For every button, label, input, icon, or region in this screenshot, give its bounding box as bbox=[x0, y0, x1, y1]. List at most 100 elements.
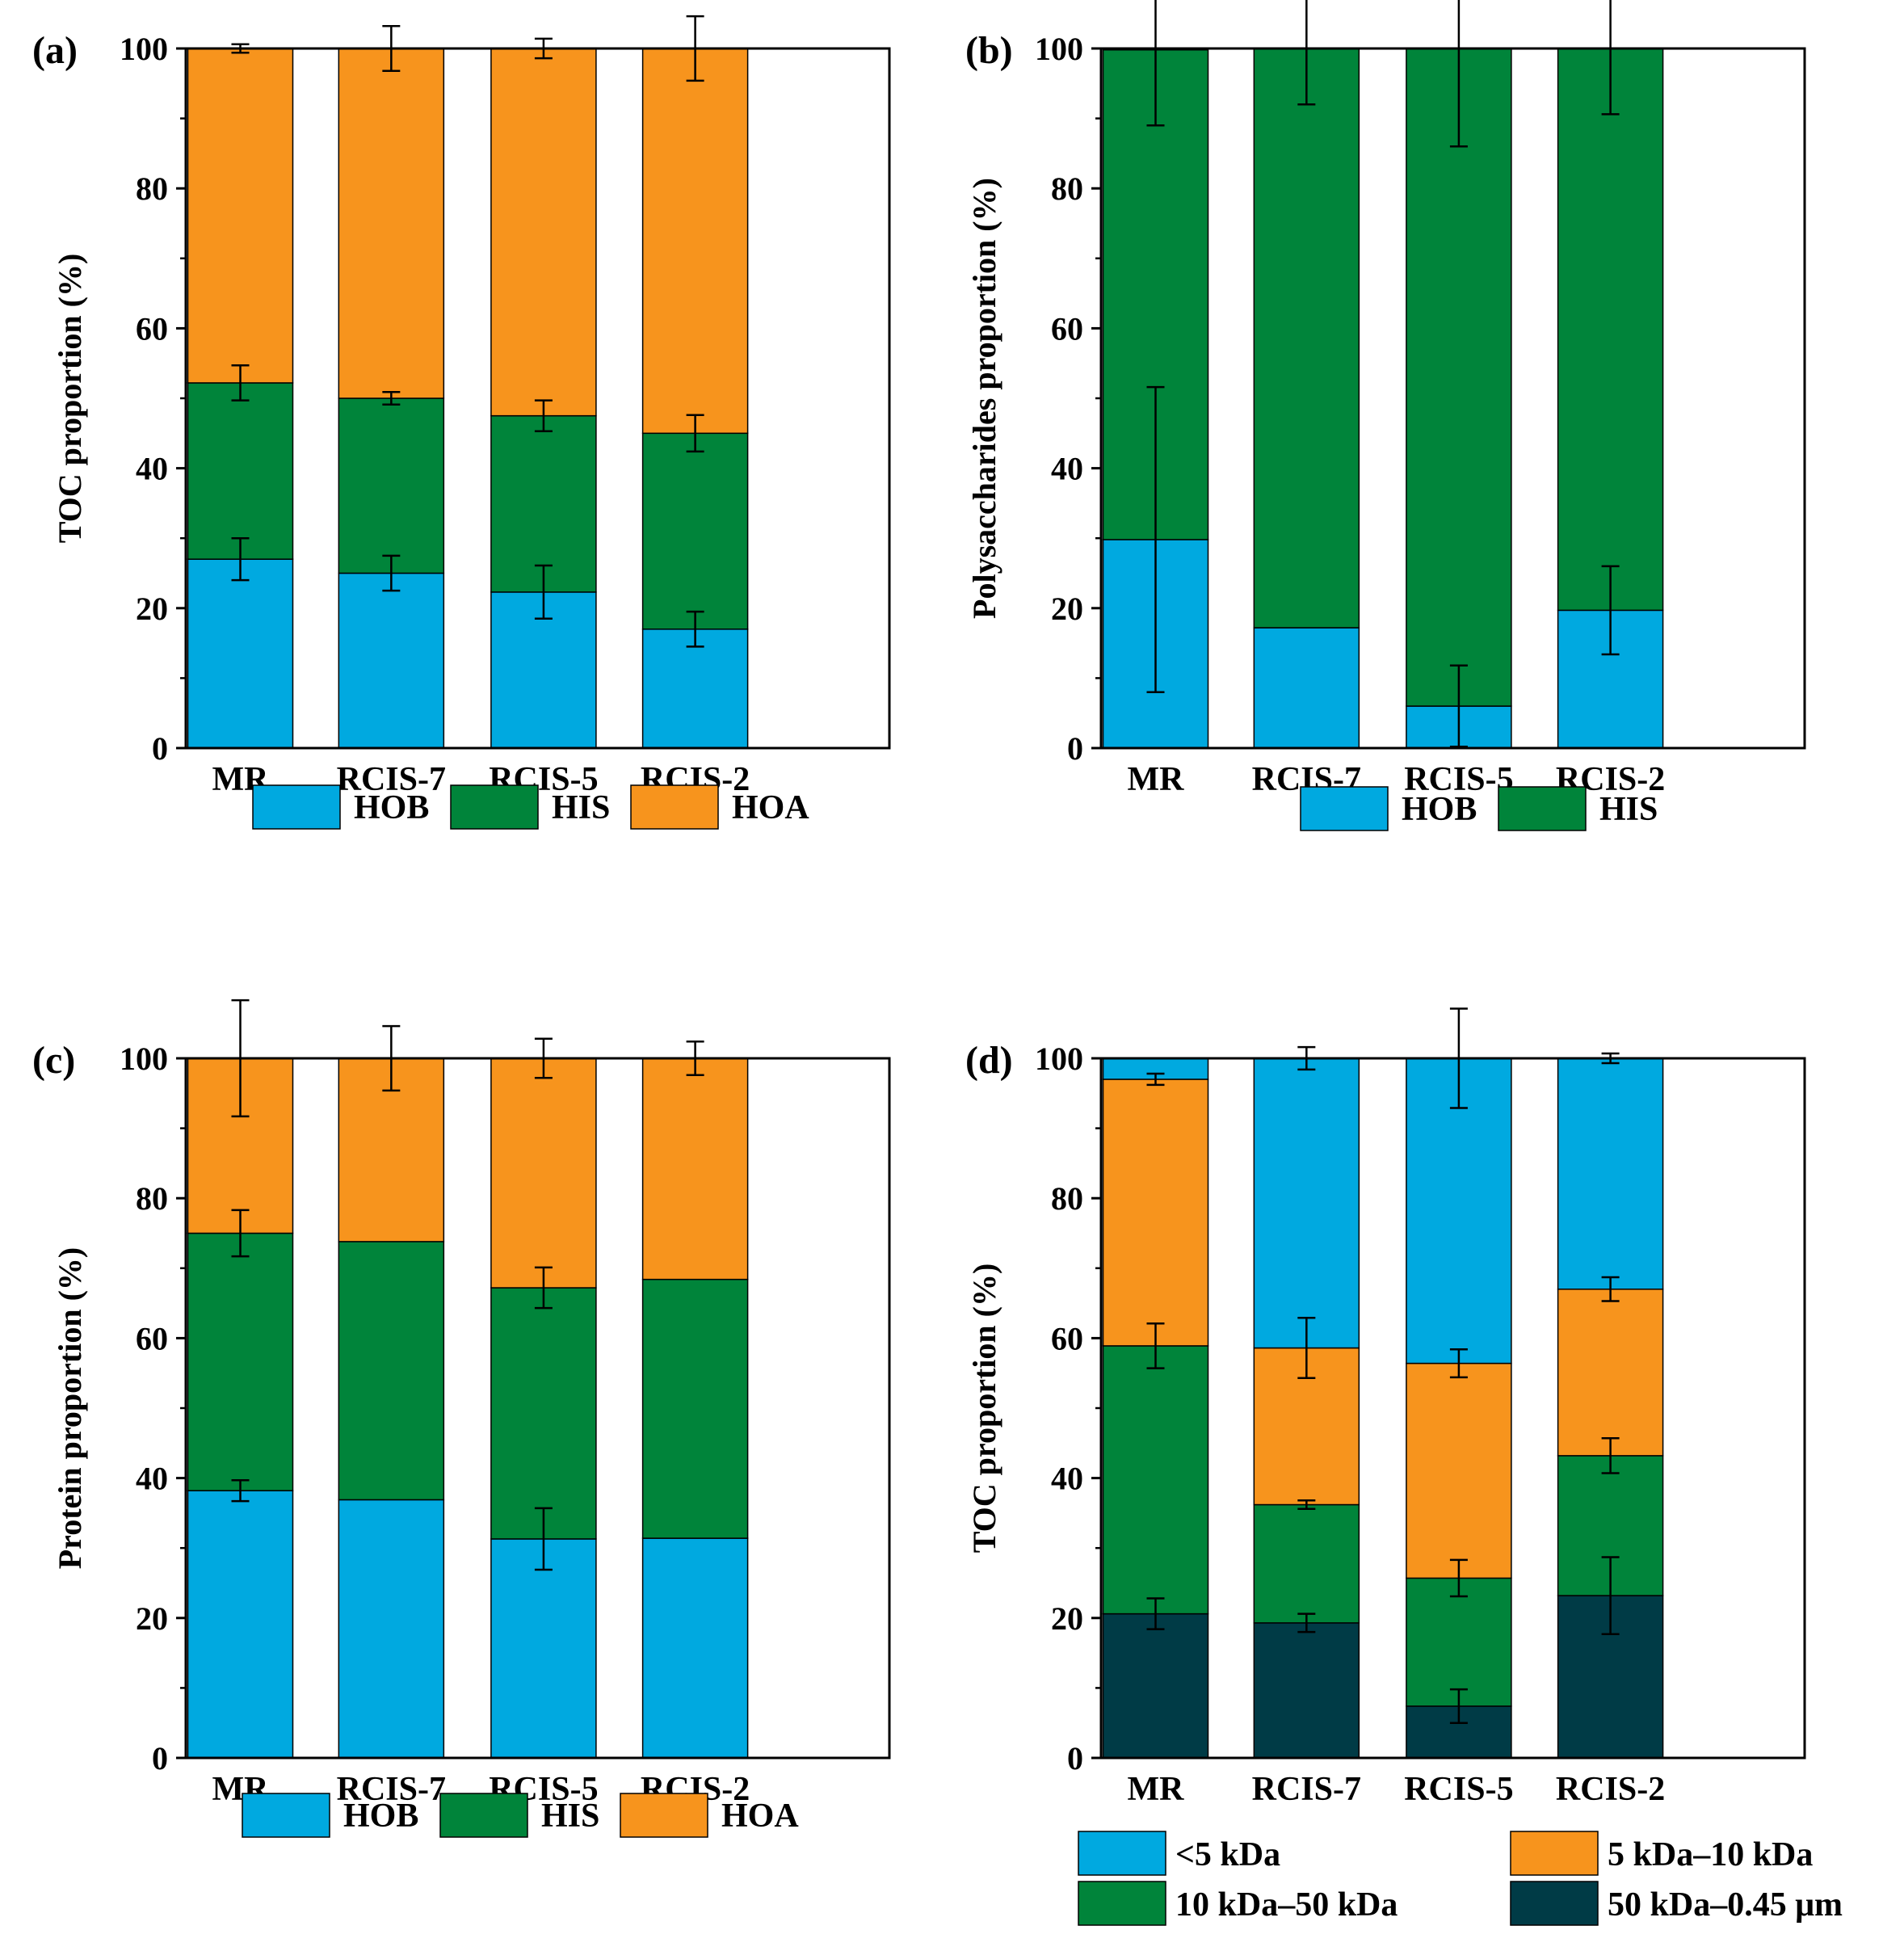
panel-c: MR RCIS-7 RCIS-5 RCIS-2020406080100Protein … bbox=[32, 999, 891, 1838]
panel-b: MR RCIS-7 RCIS-5 RCIS-2020406080100Polysacc… bbox=[965, 0, 1806, 831]
legend: <5 kDa 5 kDa–10 kDa 10 kDa–50 kDa 50 kDa–0.… bbox=[1078, 1831, 1843, 1926]
y-tick-label: 60 bbox=[1051, 310, 1083, 347]
x-tick-label: MR bbox=[1128, 1771, 1185, 1808]
y-tick-label: 0 bbox=[1067, 1740, 1083, 1777]
y-axis-title: TOC proportion (%) bbox=[966, 1264, 1002, 1554]
legend-swatch bbox=[1078, 1881, 1166, 1926]
bar-segment bbox=[490, 414, 597, 593]
bar-segment bbox=[1102, 1079, 1209, 1347]
legend: HOB HIS HOA bbox=[242, 1793, 799, 1838]
bar-segment bbox=[1406, 1362, 1512, 1579]
legend: HOB HIS bbox=[1300, 786, 1658, 831]
x-tick-label: MR bbox=[1128, 761, 1185, 798]
x-tick-label: RCIS-7 bbox=[1252, 1771, 1361, 1808]
bar-segment bbox=[1253, 627, 1360, 749]
panel-d: MR RCIS-7 RCIS-5 RCIS-2 0 20 40 60 80 100 TOC prop… bbox=[965, 1007, 1843, 1926]
legend-label: HIS bbox=[541, 1798, 599, 1835]
bar-segment bbox=[338, 572, 445, 749]
bar-segment bbox=[1557, 1057, 1664, 1290]
bar-segment bbox=[1406, 48, 1512, 707]
bar-segment bbox=[641, 1057, 749, 1280]
y-tick-label: 60 bbox=[1051, 1320, 1083, 1356]
bar-segment bbox=[641, 1537, 749, 1759]
y-tick-label: 20 bbox=[136, 1600, 168, 1637]
y-tick-label: 40 bbox=[1051, 451, 1083, 487]
bar-segment bbox=[1253, 1057, 1360, 1349]
y-tick-label: 60 bbox=[136, 1320, 168, 1356]
legend-swatch bbox=[1510, 1881, 1599, 1926]
panel-label: (b) bbox=[965, 29, 1013, 72]
y-tick-label: 80 bbox=[1051, 170, 1083, 207]
bar-segment bbox=[1557, 48, 1664, 612]
bar-segment bbox=[1102, 1345, 1209, 1615]
bar-segment bbox=[641, 48, 749, 435]
y-tick-label: 100 bbox=[1035, 31, 1083, 67]
y-axis-title: TOC proportion (%) bbox=[52, 254, 88, 544]
bar-segment bbox=[338, 1241, 445, 1501]
panel-label: (d) bbox=[965, 1039, 1013, 1082]
x-tick-label: RCIS-7 bbox=[337, 761, 446, 798]
legend-label: HOB bbox=[1402, 791, 1477, 828]
y-tick-label: 40 bbox=[136, 451, 168, 487]
legend-swatch bbox=[620, 1793, 708, 1838]
x-tick-label: RCIS-5 bbox=[1404, 761, 1513, 798]
x-tick-label: RCIS-5 bbox=[1404, 1771, 1513, 1808]
y-tick-label: 100 bbox=[120, 1041, 168, 1077]
legend-swatch bbox=[450, 784, 539, 830]
y-tick-label: 0 bbox=[152, 730, 168, 767]
bar-segment bbox=[1253, 48, 1360, 629]
bar-segment bbox=[187, 1232, 294, 1491]
y-tick-label: 0 bbox=[152, 1740, 168, 1777]
y-tick-label: 100 bbox=[120, 31, 168, 67]
legend-label: HIS bbox=[552, 789, 610, 826]
legend-swatch bbox=[1078, 1831, 1166, 1876]
bar-segment bbox=[490, 1287, 597, 1540]
legend-swatch bbox=[1300, 786, 1389, 831]
bar-segment bbox=[490, 48, 597, 417]
bar-segment bbox=[187, 558, 294, 749]
bar-segment bbox=[338, 397, 445, 574]
y-axis-title: Protein proportion (%) bbox=[52, 1247, 88, 1570]
legend-label: HOB bbox=[343, 1798, 418, 1835]
y-axis-title: Polysaccharides proportion (%) bbox=[966, 178, 1002, 619]
legend-label: <5 kDa bbox=[1175, 1836, 1280, 1873]
legend-label: 50 kDa–0.45 μm bbox=[1608, 1886, 1843, 1924]
y-tick-label: 20 bbox=[1051, 1600, 1083, 1637]
bar-segment bbox=[1102, 1613, 1209, 1759]
bar-segment bbox=[1253, 1503, 1360, 1624]
legend-label: 5 kDa–10 kDa bbox=[1608, 1836, 1813, 1873]
bar-segment bbox=[1557, 1289, 1664, 1457]
legend: HOB HIS HOA bbox=[252, 784, 809, 830]
bar-segment bbox=[187, 1490, 294, 1759]
legend-label: HOA bbox=[732, 789, 809, 826]
bar-segment bbox=[1253, 1622, 1360, 1759]
legend-label: HIS bbox=[1599, 791, 1658, 828]
y-tick-label: 60 bbox=[136, 310, 168, 347]
y-tick-label: 0 bbox=[1067, 730, 1083, 767]
x-tick-label: RCIS-2 bbox=[1556, 1771, 1665, 1808]
bar-segment bbox=[1406, 1057, 1512, 1364]
legend-swatch bbox=[1498, 786, 1587, 831]
panel-label: (c) bbox=[32, 1039, 75, 1082]
y-tick-label: 40 bbox=[1051, 1461, 1083, 1497]
bar-segment bbox=[641, 432, 749, 630]
legend-swatch bbox=[439, 1793, 528, 1838]
bar-segment bbox=[1406, 1577, 1512, 1707]
panel-label: (a) bbox=[32, 29, 78, 72]
legend-label: HOA bbox=[721, 1798, 799, 1835]
y-tick-label: 40 bbox=[136, 1461, 168, 1497]
legend-swatch bbox=[242, 1793, 330, 1838]
bar-segment bbox=[187, 48, 294, 384]
bar-segment bbox=[338, 48, 445, 399]
legend-swatch bbox=[630, 784, 719, 830]
legend-label: 10 kDa–50 kDa bbox=[1175, 1886, 1398, 1924]
legend-swatch bbox=[252, 784, 341, 830]
legend-swatch bbox=[1510, 1831, 1599, 1876]
y-tick-label: 20 bbox=[1051, 591, 1083, 627]
legend-label: HOB bbox=[354, 789, 429, 826]
bar-segment bbox=[187, 382, 294, 560]
x-tick-label: RCIS-7 bbox=[337, 1771, 446, 1808]
bar-segment bbox=[641, 1278, 749, 1539]
